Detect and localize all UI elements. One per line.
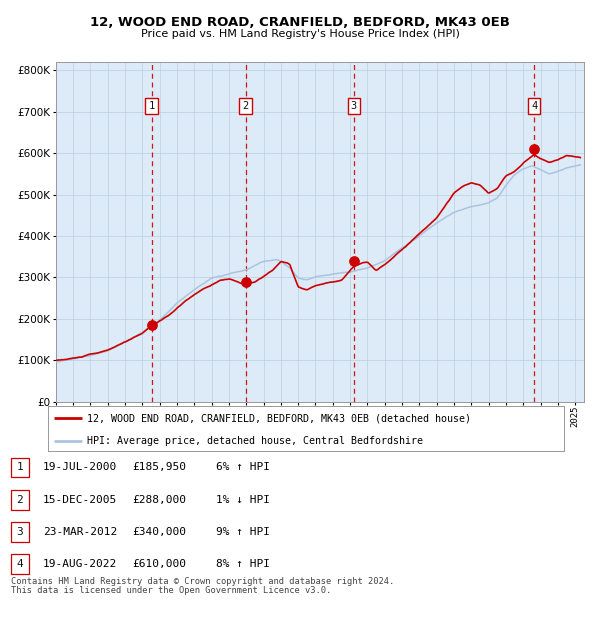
- Text: Price paid vs. HM Land Registry's House Price Index (HPI): Price paid vs. HM Land Registry's House …: [140, 29, 460, 38]
- Text: 2: 2: [242, 101, 248, 111]
- Text: 23-MAR-2012: 23-MAR-2012: [43, 527, 118, 537]
- Text: 1% ↓ HPI: 1% ↓ HPI: [216, 495, 270, 505]
- Text: 1: 1: [16, 463, 23, 472]
- Text: 15-DEC-2005: 15-DEC-2005: [43, 495, 118, 505]
- Text: £185,950: £185,950: [132, 463, 186, 472]
- Text: 2: 2: [16, 495, 23, 505]
- Text: £288,000: £288,000: [132, 495, 186, 505]
- Text: 19-AUG-2022: 19-AUG-2022: [43, 559, 118, 569]
- Text: £340,000: £340,000: [132, 527, 186, 537]
- Point: [529, 144, 539, 154]
- Text: 12, WOOD END ROAD, CRANFIELD, BEDFORD, MK43 0EB (detached house): 12, WOOD END ROAD, CRANFIELD, BEDFORD, M…: [86, 414, 471, 423]
- Point: [147, 320, 157, 330]
- Text: 4: 4: [16, 559, 23, 569]
- Text: Contains HM Land Registry data © Crown copyright and database right 2024.: Contains HM Land Registry data © Crown c…: [11, 577, 394, 586]
- Text: 19-JUL-2000: 19-JUL-2000: [43, 463, 118, 472]
- Text: 6% ↑ HPI: 6% ↑ HPI: [216, 463, 270, 472]
- Text: 12, WOOD END ROAD, CRANFIELD, BEDFORD, MK43 0EB: 12, WOOD END ROAD, CRANFIELD, BEDFORD, M…: [90, 16, 510, 29]
- Text: HPI: Average price, detached house, Central Bedfordshire: HPI: Average price, detached house, Cent…: [86, 436, 422, 446]
- Text: This data is licensed under the Open Government Licence v3.0.: This data is licensed under the Open Gov…: [11, 586, 331, 595]
- Point: [349, 256, 359, 266]
- Text: £610,000: £610,000: [132, 559, 186, 569]
- Text: 3: 3: [16, 527, 23, 537]
- Text: 8% ↑ HPI: 8% ↑ HPI: [216, 559, 270, 569]
- Point: [241, 278, 250, 288]
- Text: 3: 3: [351, 101, 357, 111]
- Text: 9% ↑ HPI: 9% ↑ HPI: [216, 527, 270, 537]
- Text: 4: 4: [531, 101, 537, 111]
- Text: 1: 1: [149, 101, 155, 111]
